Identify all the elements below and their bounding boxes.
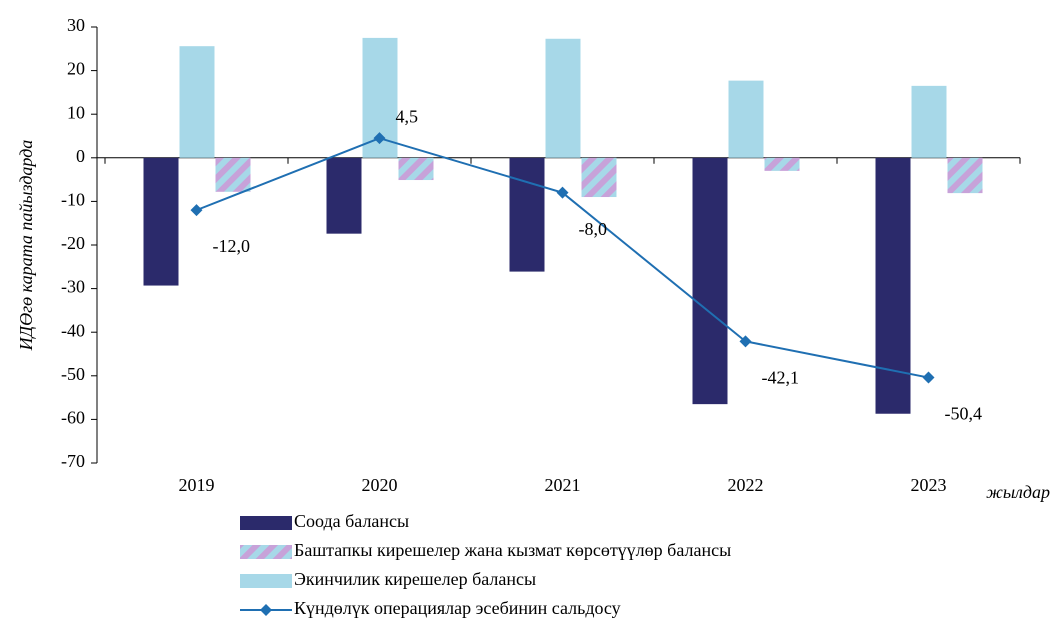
data-label: -50,4 [945, 404, 983, 424]
y-tick-label: 10 [67, 102, 85, 122]
line-marker [739, 335, 752, 348]
bar [911, 85, 947, 158]
y-tick-label: -50 [61, 364, 85, 384]
x-tick-label: 2021 [545, 475, 581, 495]
y-tick-label: 20 [67, 59, 85, 79]
legend-swatch [260, 604, 272, 616]
data-label: -12,0 [213, 236, 251, 256]
y-tick-label: -30 [61, 277, 85, 297]
line-marker [373, 132, 386, 145]
legend-label: Соода балансы [294, 511, 409, 531]
legend-label: Экинчилик кирешелер балансы [294, 569, 536, 589]
y-tick-label: -20 [61, 233, 85, 253]
x-tick-label: 2019 [179, 475, 215, 495]
bar [545, 38, 581, 158]
data-label: -42,1 [762, 367, 800, 387]
line-marker [190, 204, 203, 217]
x-axis-title: жылдар [986, 482, 1050, 502]
x-tick-label: 2023 [911, 475, 947, 495]
x-tick-label: 2022 [728, 475, 764, 495]
y-tick-label: -40 [61, 320, 85, 340]
data-label: 4,5 [396, 106, 419, 126]
legend-swatch [240, 545, 292, 559]
bar [728, 80, 764, 158]
bar [581, 157, 617, 198]
legend-swatch [240, 516, 292, 530]
data-label: -8,0 [579, 219, 608, 239]
y-tick-label: 30 [67, 15, 85, 35]
y-tick-label: -10 [61, 190, 85, 210]
bar [692, 157, 728, 405]
bar [398, 157, 434, 181]
bar [143, 157, 179, 286]
y-tick-label: -60 [61, 408, 85, 428]
legend-swatch [240, 574, 292, 588]
legend-label: Баштапкы кирешелер жана кызмат көрсөтүүл… [294, 540, 731, 560]
bar [326, 157, 362, 234]
bar [509, 157, 545, 272]
bar [215, 157, 251, 192]
y-tick-label: 0 [76, 146, 85, 166]
line [196, 137, 929, 379]
x-tick-label: 2020 [362, 475, 398, 495]
line-marker [922, 371, 935, 384]
bar [875, 157, 911, 414]
bar [179, 46, 215, 158]
y-axis-title: ИДӨгө карата пайыздарда [16, 140, 36, 352]
legend-label: Күндөлүк операциялар эсебинин сальдосу [294, 598, 621, 618]
bar [947, 157, 983, 194]
line-marker [556, 186, 569, 199]
y-tick-label: -70 [61, 451, 85, 471]
bar [764, 157, 800, 171]
